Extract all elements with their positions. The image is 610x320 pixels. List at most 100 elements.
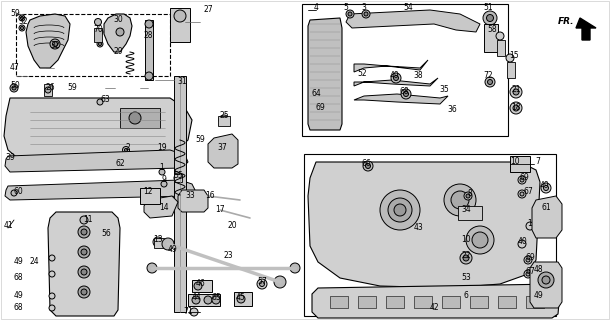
Text: 57: 57 <box>257 277 267 286</box>
Circle shape <box>380 190 420 230</box>
Text: 59: 59 <box>67 84 77 92</box>
Polygon shape <box>104 14 132 52</box>
Text: 6: 6 <box>464 292 468 300</box>
Circle shape <box>259 282 265 286</box>
Bar <box>510 156 530 172</box>
Polygon shape <box>178 190 208 212</box>
Text: 53: 53 <box>461 274 471 283</box>
Bar <box>188 294 220 306</box>
Circle shape <box>237 295 245 303</box>
Text: 49: 49 <box>533 292 543 300</box>
Circle shape <box>192 296 200 304</box>
Circle shape <box>174 174 182 182</box>
Circle shape <box>403 92 409 97</box>
Text: 49: 49 <box>13 258 23 267</box>
Polygon shape <box>354 94 448 104</box>
Circle shape <box>460 252 472 264</box>
Circle shape <box>97 41 103 47</box>
Polygon shape <box>144 196 178 218</box>
Text: 33: 33 <box>185 191 195 201</box>
Circle shape <box>97 29 103 35</box>
Text: 55: 55 <box>173 172 183 180</box>
Circle shape <box>19 15 25 21</box>
Circle shape <box>388 198 412 222</box>
Circle shape <box>81 289 87 295</box>
Circle shape <box>506 54 514 62</box>
Text: 21: 21 <box>511 85 521 94</box>
Text: 64: 64 <box>311 90 321 99</box>
Text: 49: 49 <box>13 292 23 300</box>
Bar <box>218 116 230 126</box>
Circle shape <box>174 10 186 22</box>
Circle shape <box>95 19 101 26</box>
Circle shape <box>483 11 497 25</box>
Circle shape <box>21 27 24 29</box>
Circle shape <box>80 216 88 224</box>
Circle shape <box>472 232 488 248</box>
Text: 20: 20 <box>227 221 237 230</box>
Circle shape <box>487 14 493 21</box>
Text: 67: 67 <box>525 268 535 276</box>
Text: 41: 41 <box>3 221 13 230</box>
Text: 49: 49 <box>167 245 177 254</box>
Text: 24: 24 <box>29 258 39 267</box>
Text: 30: 30 <box>113 15 123 25</box>
Bar <box>330 296 348 308</box>
Circle shape <box>510 86 522 98</box>
Polygon shape <box>354 60 428 72</box>
Text: 60: 60 <box>13 188 23 196</box>
Text: 59: 59 <box>195 135 205 145</box>
Circle shape <box>190 308 198 316</box>
Text: 22: 22 <box>461 252 471 260</box>
Text: 44: 44 <box>191 293 201 302</box>
Bar <box>94 28 102 42</box>
Polygon shape <box>308 18 342 130</box>
Bar <box>154 238 164 248</box>
Circle shape <box>451 191 469 209</box>
Text: 58: 58 <box>487 26 497 35</box>
Text: 36: 36 <box>447 106 457 115</box>
Circle shape <box>365 164 370 169</box>
Bar <box>304 154 556 316</box>
Circle shape <box>212 296 220 304</box>
Circle shape <box>49 305 55 311</box>
Circle shape <box>194 282 202 290</box>
Text: 5: 5 <box>343 4 348 12</box>
Bar <box>192 280 212 292</box>
Circle shape <box>49 255 55 261</box>
Text: 16: 16 <box>205 191 215 201</box>
Circle shape <box>98 30 101 34</box>
Circle shape <box>116 28 124 36</box>
Circle shape <box>78 286 90 298</box>
Circle shape <box>81 269 87 275</box>
Text: 69: 69 <box>525 253 535 262</box>
Bar <box>498 296 516 308</box>
Polygon shape <box>48 212 120 316</box>
Circle shape <box>393 76 398 81</box>
Circle shape <box>159 169 165 175</box>
Circle shape <box>290 263 300 273</box>
Text: 45: 45 <box>235 293 245 302</box>
Bar <box>44 84 52 96</box>
Bar <box>470 296 488 308</box>
Circle shape <box>98 43 101 45</box>
Text: 62: 62 <box>115 159 125 169</box>
Text: 48: 48 <box>533 266 543 275</box>
Circle shape <box>485 77 495 87</box>
Circle shape <box>78 266 90 278</box>
Text: 43: 43 <box>413 223 423 233</box>
Circle shape <box>526 222 534 230</box>
Text: 39: 39 <box>5 154 15 163</box>
Text: 29: 29 <box>113 47 123 57</box>
Text: 4: 4 <box>314 4 318 12</box>
Text: 42: 42 <box>429 303 439 313</box>
Polygon shape <box>346 10 480 32</box>
Text: 47: 47 <box>10 63 20 73</box>
Text: 68: 68 <box>13 303 23 313</box>
Text: 37: 37 <box>217 143 227 153</box>
Text: 23: 23 <box>223 252 233 260</box>
Text: 27: 27 <box>203 5 213 14</box>
Polygon shape <box>308 162 540 288</box>
Circle shape <box>274 276 286 288</box>
Text: 69: 69 <box>315 103 325 113</box>
